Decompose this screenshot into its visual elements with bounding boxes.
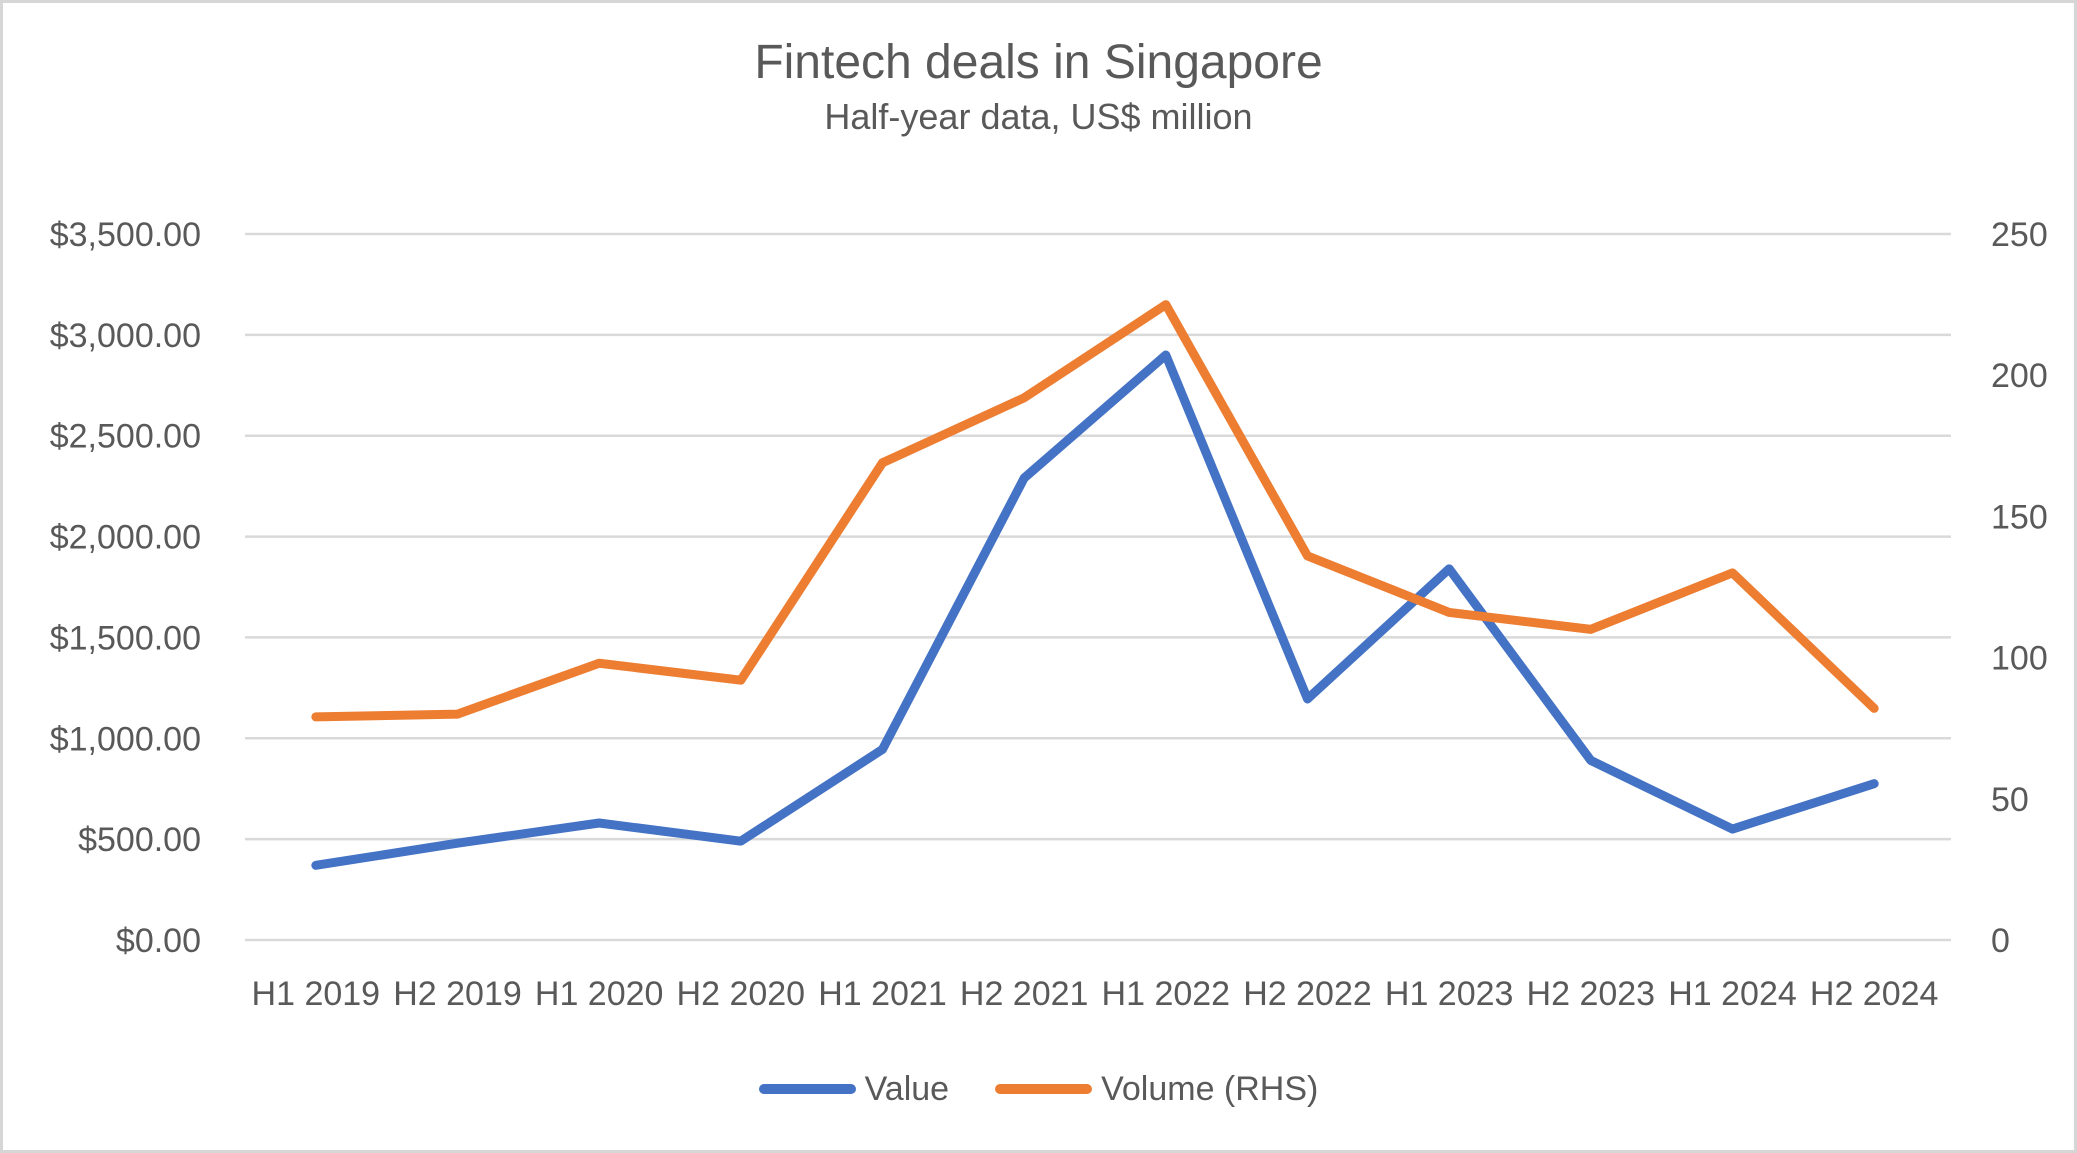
volume-series-line [311,300,1879,722]
y-axis-tick-label-left: $2,000.00 [50,519,201,557]
volume-series-swatch [995,1084,1093,1094]
x-axis-tick-label: H2 2020 [677,975,806,1013]
x-axis-tick-label: H1 2021 [818,975,947,1013]
x-axis-tick-label: H1 2020 [535,975,664,1013]
y-axis-tick-label-right: 150 [1991,498,2048,536]
y-axis-tick-label-right: 0 [1991,922,2010,960]
y-axis-tick-label-left: $500.00 [78,821,201,859]
legend-label-volume: Volume (RHS) [1101,1070,1319,1108]
x-axis-tick-label: H1 2024 [1668,975,1797,1013]
chart-title: Fintech deals in Singapore [754,36,1323,89]
value-series-line [311,350,1879,870]
legend: Value Volume (RHS) [3,1063,2074,1115]
x-axis-tick-label: H1 2019 [252,975,381,1013]
legend-item-volume: Volume (RHS) [995,1072,1318,1106]
y-axis-tick-label-right: 250 [1991,216,2048,254]
x-axis-tick-label: H2 2019 [393,975,522,1013]
plot-area: $3,500.00 $3,000.00 $2,500.00 $2,000.00 $1,5… [50,216,2048,1013]
x-axis-tick-label: H2 2023 [1527,975,1656,1013]
x-axis-tick-label: H2 2024 [1810,975,1939,1013]
y-axis-tick-label-left: $3,500.00 [50,216,201,254]
y-axis-tick-label-left: $0.00 [116,922,201,960]
y-axis-tick-label-left: $3,000.00 [50,317,201,355]
y-axis-tick-label-right: 100 [1991,640,2048,678]
x-axis-tick-label: H2 2021 [960,975,1089,1013]
legend-item-value: Value [758,1070,950,1108]
x-axis-tick-label: H1 2023 [1385,975,1514,1013]
legend-label-value: Value [864,1070,950,1108]
x-axis-tick-label: H2 2022 [1243,975,1372,1013]
y-axis-tick-label-right: 50 [1991,781,2029,819]
value-series-swatch [758,1084,856,1094]
y-axis-tick-label-left: $1,000.00 [50,720,201,758]
y-axis-tick-label-right: 200 [1991,357,2048,395]
chart-subtitle: Half-year data, US$ million [824,96,1253,137]
y-axis-tick-label-left: $1,500.00 [50,619,201,657]
x-axis-tick-label: H1 2022 [1102,975,1231,1013]
y-axis-tick-label-left: $2,500.00 [50,418,201,456]
